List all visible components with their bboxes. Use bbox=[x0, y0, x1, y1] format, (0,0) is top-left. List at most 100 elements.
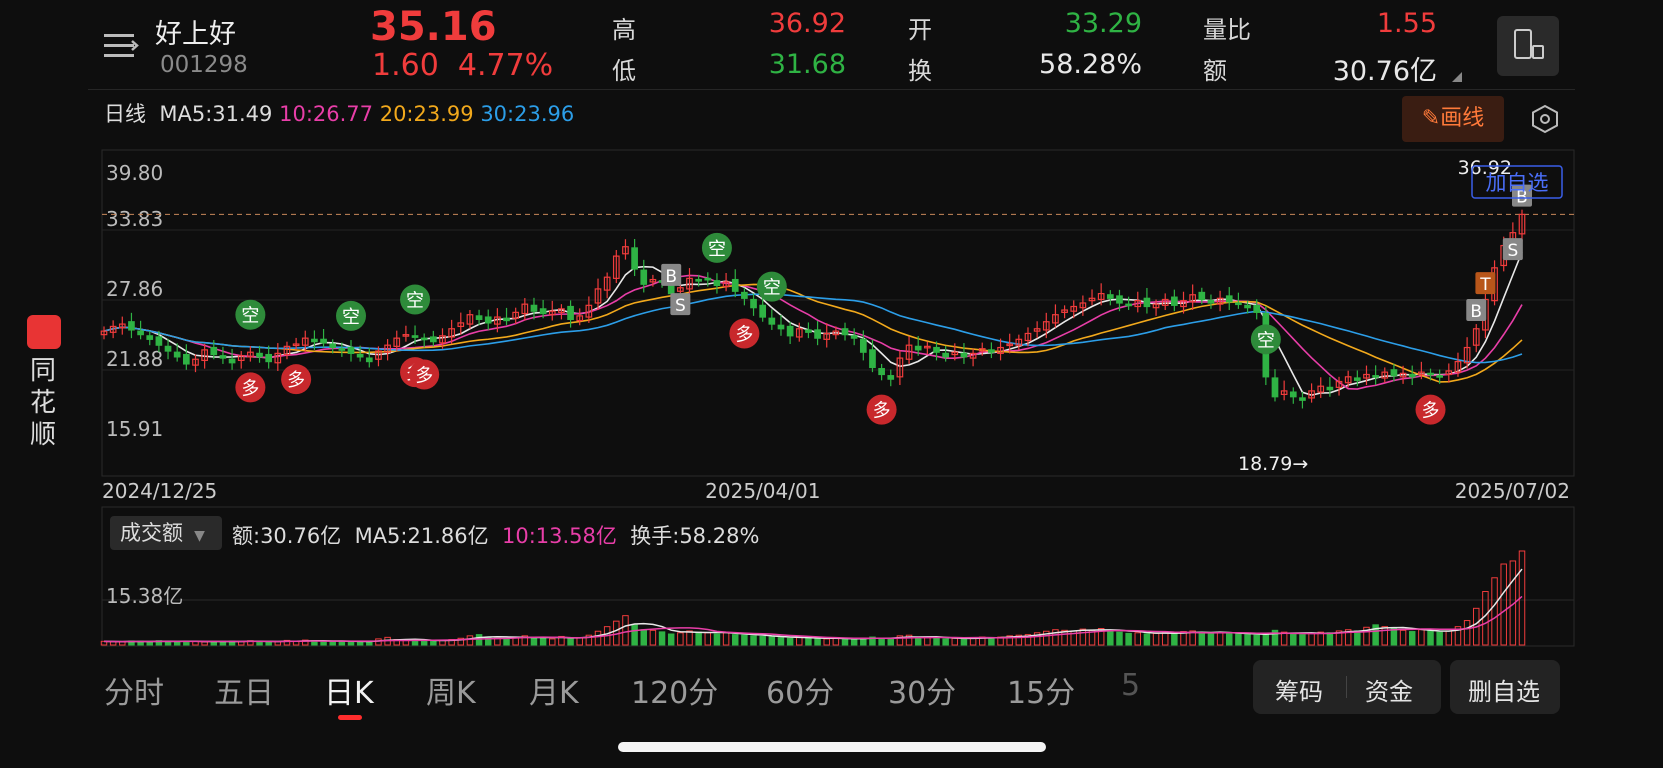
candle-body bbox=[1436, 375, 1444, 378]
candle-body bbox=[603, 276, 611, 291]
candle-body bbox=[978, 348, 986, 352]
tab-30min[interactable]: 30分 bbox=[888, 676, 957, 711]
ma-legend: 日线 MA5:31.49 10:26.77 20:23.99 30:23.96 bbox=[104, 98, 574, 128]
draw-line-button[interactable]: ✎画线 bbox=[1402, 96, 1504, 142]
candle-body bbox=[100, 330, 108, 336]
candle-body bbox=[375, 350, 382, 360]
candle-body bbox=[750, 298, 757, 309]
volume-bar bbox=[594, 630, 602, 646]
volume-ma10: 10:13.58亿 bbox=[501, 524, 617, 548]
tab-120min[interactable]: 120分 bbox=[631, 676, 719, 711]
candle-body bbox=[1033, 328, 1041, 332]
marker-label: 空 bbox=[406, 290, 424, 311]
candle-body bbox=[1271, 377, 1279, 398]
volume-bar bbox=[1363, 626, 1370, 646]
volume-bar bbox=[1052, 629, 1059, 646]
candle-body bbox=[850, 335, 858, 339]
marker-long bbox=[409, 359, 440, 390]
tab-60min[interactable]: 60分 bbox=[766, 676, 835, 711]
ma5-line bbox=[103, 251, 1523, 396]
candle-body bbox=[558, 308, 565, 313]
tab-monthly-k[interactable]: 月K bbox=[529, 676, 579, 711]
candle-body bbox=[951, 351, 959, 356]
marker-long bbox=[1415, 394, 1446, 425]
candle-body bbox=[1015, 338, 1023, 346]
volume-bar bbox=[1061, 629, 1068, 646]
volume-bar bbox=[1354, 630, 1361, 646]
candle-body bbox=[274, 352, 282, 364]
marker-label: 多 bbox=[735, 324, 753, 345]
volume-bar bbox=[457, 637, 465, 646]
chips-button[interactable]: 筹码 bbox=[1275, 678, 1323, 706]
candle-body bbox=[576, 315, 584, 322]
settings-hexagon-icon[interactable] bbox=[1530, 104, 1560, 134]
quote-label-high: 高 bbox=[612, 16, 636, 44]
marker-long bbox=[729, 318, 760, 349]
extreme-labels: 36.92 18.79→ 加自选 bbox=[1238, 157, 1563, 475]
funds-button[interactable]: 资金 bbox=[1365, 678, 1413, 706]
volume-bar bbox=[1079, 628, 1087, 646]
volume-bar bbox=[640, 629, 647, 646]
volume-bar bbox=[265, 641, 272, 646]
volume-indicator-select[interactable]: 成交额 ▼ bbox=[110, 516, 222, 550]
tab-intraday[interactable]: 分时 bbox=[104, 676, 164, 711]
ma10-line bbox=[103, 274, 1523, 390]
marker-label: B bbox=[665, 267, 677, 287]
volume-bar bbox=[1290, 633, 1297, 646]
volume-bar bbox=[814, 638, 821, 646]
expand-corner-icon[interactable] bbox=[1452, 72, 1462, 82]
volume-bar bbox=[942, 638, 949, 646]
candle-body bbox=[759, 304, 767, 318]
volume-bar bbox=[1280, 631, 1288, 646]
volume-bar bbox=[1226, 632, 1233, 646]
volume-bar bbox=[1107, 629, 1114, 646]
price-panel-frame bbox=[101, 149, 1575, 477]
volume-bar bbox=[704, 632, 712, 646]
home-indicator bbox=[618, 742, 1046, 752]
candle-body bbox=[786, 325, 794, 337]
candle-body bbox=[256, 352, 263, 358]
candle-body bbox=[439, 335, 446, 344]
volume-bar bbox=[713, 633, 721, 646]
volume-bar bbox=[1244, 634, 1251, 646]
candle-body bbox=[1363, 373, 1370, 379]
chevron-down-icon: ▼ bbox=[189, 528, 205, 544]
marker-label: 空 bbox=[763, 278, 781, 299]
remove-watchlist-button[interactable]: 删自选 bbox=[1450, 660, 1560, 714]
marker-buy bbox=[661, 263, 682, 286]
candle-body bbox=[594, 288, 602, 304]
y-tick-label: 39.80 bbox=[106, 161, 163, 185]
app-logo[interactable] bbox=[27, 315, 61, 349]
signal-markers: 空空空多多多多BS空空多多空多BTSB bbox=[235, 184, 1532, 425]
tab-five-day[interactable]: 五日 bbox=[214, 676, 274, 711]
volume-bar bbox=[1491, 577, 1498, 646]
tab-daily-k[interactable]: 日K bbox=[324, 676, 374, 711]
app-name-vertical[interactable]: 同花顺 bbox=[30, 356, 57, 450]
tab-5min[interactable]: 5 bbox=[1121, 668, 1141, 703]
candle-body bbox=[210, 346, 218, 356]
candle-body bbox=[1116, 295, 1123, 304]
candle-body bbox=[1097, 293, 1105, 301]
tab-weekly-k[interactable]: 周K bbox=[426, 676, 476, 711]
rotate-device-button[interactable] bbox=[1497, 16, 1559, 76]
menu-icon[interactable] bbox=[104, 30, 140, 60]
candle-body bbox=[192, 358, 199, 366]
candle-body bbox=[1326, 386, 1334, 391]
candle-body bbox=[128, 321, 135, 331]
candle-body bbox=[1225, 295, 1233, 303]
tab-15min[interactable]: 15分 bbox=[1007, 676, 1076, 711]
volume-bar bbox=[1500, 563, 1507, 646]
volume-bar bbox=[567, 637, 574, 646]
volume-bar bbox=[1454, 626, 1462, 646]
candle-body bbox=[896, 357, 904, 378]
candle-body bbox=[292, 343, 300, 347]
candle-body bbox=[164, 345, 172, 352]
candle-body bbox=[695, 278, 702, 282]
chip-funds-button-group: 筹码 资金 bbox=[1253, 660, 1441, 714]
candle-body bbox=[1299, 397, 1306, 401]
candle-body bbox=[1289, 391, 1297, 398]
candle-body bbox=[869, 349, 876, 369]
quote-value-open: 33.29 bbox=[1064, 8, 1142, 39]
volume-amount: 额:30.76亿 bbox=[232, 524, 342, 548]
